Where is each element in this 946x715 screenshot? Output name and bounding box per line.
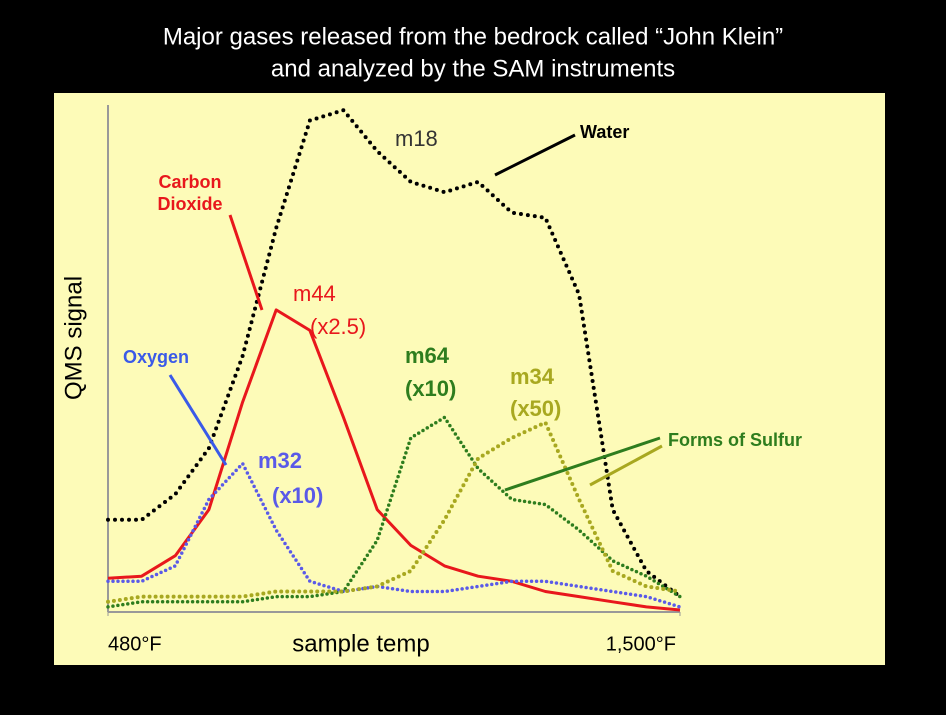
series-line [106,415,682,609]
series-label: m34 [510,364,555,389]
series-label: m64 [405,343,450,368]
pointer-line [589,444,663,487]
series-line [107,308,681,612]
series-line [106,461,682,609]
pointer-line [168,374,228,466]
annotation: Forms of Sulfur [668,430,802,450]
annotation: Dioxide [157,194,222,214]
series-scale-label: (x2.5) [310,314,366,339]
series-label: m18 [395,126,438,151]
pointer-line [504,436,661,492]
chart-title: and analyzed by the SAM instruments [271,55,675,82]
series-line [106,420,682,604]
series-scale-label: (x10) [272,483,323,508]
pointer-line [228,214,264,311]
chart-title: Major gases released from the bedrock ca… [163,23,783,50]
y-axis-label: QMS signal [60,276,87,400]
annotation: Oxygen [123,347,189,367]
series-line [106,108,682,599]
annotation: Water [580,122,629,142]
x-tick-label: 480°F [108,633,162,655]
plot-panel [54,93,885,665]
series-label: m32 [258,448,302,473]
pointer-line [494,133,576,177]
series-scale-label: (x10) [405,376,456,401]
series-label: m44 [293,281,336,306]
x-axis-label: sample temp [292,630,429,657]
annotation: Carbon [159,172,222,192]
series-scale-label: (x50) [510,396,561,421]
x-tick-label: 1,500°F [606,633,676,655]
